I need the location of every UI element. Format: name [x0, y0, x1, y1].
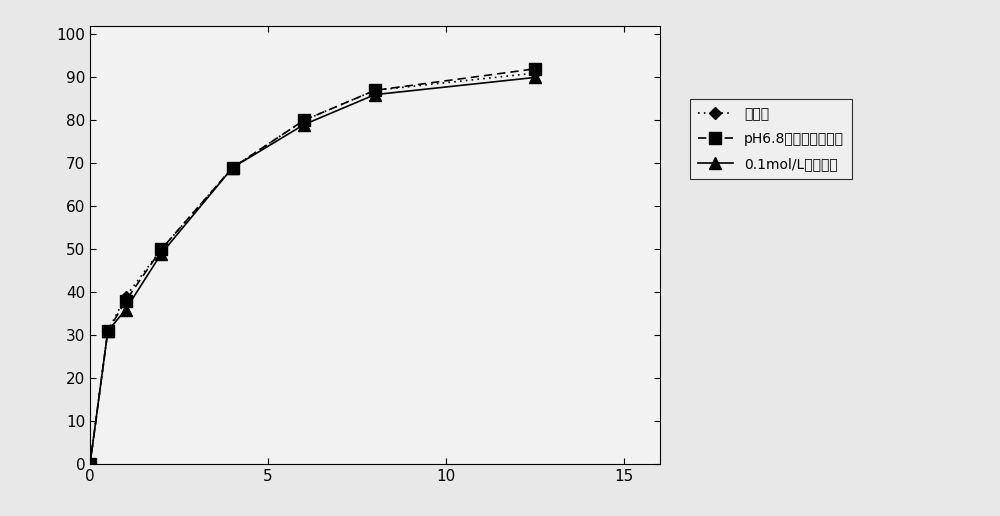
Line: 蘑馏水: 蘑馏水 — [86, 69, 539, 469]
pH6.8的磷酸盐缓冲液 — [529, 66, 541, 72]
蘑馏水 — [102, 328, 114, 334]
蘑馏水 — [369, 87, 381, 93]
0.1mol/L盐酸溶液 — [226, 165, 239, 171]
Legend: 蘑馏水, pH6.8的磷酸盐缓冲液, 0.1mol/L盐酸溶液: 蘑馏水, pH6.8的磷酸盐缓冲液, 0.1mol/L盐酸溶液 — [690, 99, 852, 180]
pH6.8的磷酸盐缓冲液 — [120, 298, 132, 304]
pH6.8的磷酸盐缓冲液 — [298, 117, 310, 123]
Line: pH6.8的磷酸盐缓冲液: pH6.8的磷酸盐缓冲液 — [84, 63, 541, 470]
pH6.8的磷酸盐缓冲液 — [102, 328, 114, 334]
0.1mol/L盐酸溶液 — [529, 74, 541, 80]
蘑馏水 — [529, 70, 541, 76]
pH6.8的磷酸盐缓冲液 — [84, 461, 96, 467]
0.1mol/L盐酸溶液 — [155, 251, 167, 257]
Line: 0.1mol/L盐酸溶液: 0.1mol/L盐酸溶液 — [84, 72, 541, 470]
pH6.8的磷酸盐缓冲液 — [369, 87, 381, 93]
蘑馏水 — [298, 117, 310, 123]
蘑馏水 — [155, 246, 167, 252]
0.1mol/L盐酸溶液 — [369, 91, 381, 98]
0.1mol/L盐酸溶液 — [120, 307, 132, 313]
蘑馏水 — [120, 294, 132, 300]
pH6.8的磷酸盐缓冲液 — [226, 165, 239, 171]
pH6.8的磷酸盐缓冲液 — [155, 246, 167, 252]
0.1mol/L盐酸溶液 — [102, 328, 114, 334]
0.1mol/L盐酸溶液 — [298, 122, 310, 128]
蘑馏水 — [84, 461, 96, 467]
蘑馏水 — [226, 165, 239, 171]
0.1mol/L盐酸溶液 — [84, 461, 96, 467]
